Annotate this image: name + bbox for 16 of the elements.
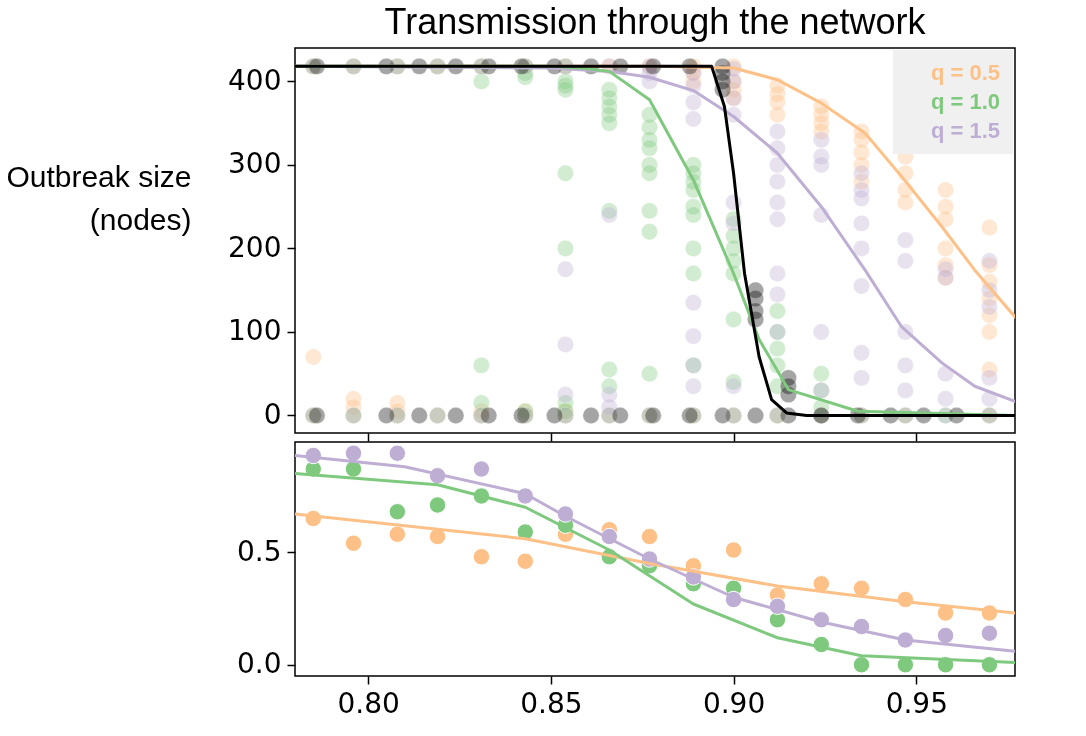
- text: q = 1.0: [931, 89, 1001, 114]
- y-axis-title: Outbreak size (nodes): [6, 159, 192, 236]
- y-tick-label: 300: [228, 147, 282, 181]
- y-tick-label: 0.0: [236, 647, 282, 681]
- text: q = 1.5: [931, 118, 1001, 143]
- y-tick-label: 0: [263, 397, 282, 431]
- chart-title: Transmission through the network: [384, 1, 927, 42]
- x-tick-label: 0.90: [702, 686, 766, 720]
- x-tick-label: 0.80: [337, 686, 400, 720]
- y-tick-label: 200: [228, 230, 282, 264]
- y-tick-label: 400: [228, 63, 282, 97]
- y-tick-label: 100: [228, 314, 282, 348]
- y-tick-label: 0.5: [236, 534, 282, 568]
- x-tick-label: 0.85: [520, 686, 583, 720]
- x-tick-label: 0.95: [885, 686, 948, 720]
- text: q = 0.5: [931, 60, 1001, 85]
